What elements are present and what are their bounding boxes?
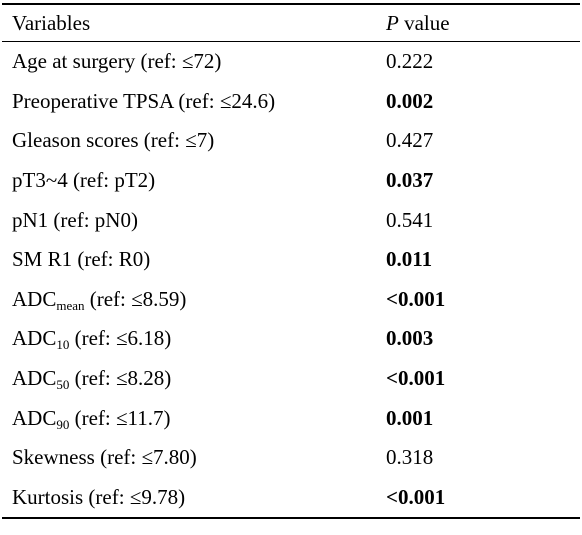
p-value-cell: <0.001: [386, 366, 446, 391]
p-value-cell: <0.001: [386, 484, 446, 509]
p-value-cell: <0.001: [386, 286, 446, 311]
variable-name: SM R1 (ref: R0): [12, 247, 151, 272]
variable-name: pN1 (ref: pN0): [12, 207, 138, 232]
variable-subscript: 50: [56, 377, 70, 393]
header-row: Variables P value: [2, 4, 580, 42]
variable-name: Preoperative TPSA (ref: ≤24.6): [12, 88, 276, 113]
table-row: Preoperative TPSA (ref: ≤24.6) 0.002: [2, 82, 580, 122]
variable-cell: ADC50 (ref: ≤8.28): [2, 359, 386, 399]
variable-reference: (ref: ≤8.59): [84, 286, 187, 311]
variable-reference: (ref: ≤6.18): [69, 326, 172, 351]
variable-name: Skewness (ref: ≤7.80): [12, 445, 197, 470]
header-variables: Variables: [12, 10, 91, 35]
header-value-word: value: [398, 10, 450, 35]
variable-cell: Age at surgery (ref: ≤72): [2, 42, 386, 82]
variable-subscript: 90: [56, 416, 70, 432]
variable-cell: ADC90 (ref: ≤11.7): [2, 398, 386, 438]
variable-name: ADC: [12, 326, 57, 351]
p-value-cell: 0.541: [386, 207, 434, 232]
table-row: pN1 (ref: pN0) 0.541: [2, 200, 580, 240]
table-row: ADC50 (ref: ≤8.28) <0.001: [2, 359, 580, 399]
variable-subscript: 10: [56, 337, 70, 353]
table-row: Kurtosis (ref: ≤9.78) <0.001: [2, 478, 580, 519]
results-table: Variables P value Age at surgery (ref: ≤…: [2, 3, 580, 519]
variable-cell: SM R1 (ref: R0): [2, 240, 386, 280]
variable-reference: (ref: ≤8.28): [69, 366, 172, 391]
variable-cell: Skewness (ref: ≤7.80): [2, 438, 386, 478]
table-row: Skewness (ref: ≤7.80) 0.318: [2, 438, 580, 478]
variable-cell: Gleason scores (ref: ≤7): [2, 121, 386, 161]
p-value-cell: 0.427: [386, 128, 434, 153]
table-row: ADCmean (ref: ≤8.59) <0.001: [2, 280, 580, 320]
table-body: Age at surgery (ref: ≤72) 0.222 Preoperati…: [2, 42, 580, 519]
variable-cell: Kurtosis (ref: ≤9.78): [2, 478, 386, 519]
table-row: pT3~4 (ref: pT2) 0.037: [2, 161, 580, 201]
variable-name: Age at surgery (ref: ≤72): [12, 49, 222, 74]
p-value-cell: 0.037: [386, 168, 434, 193]
table-row: Gleason scores (ref: ≤7) 0.427: [2, 121, 580, 161]
variable-cell: Preoperative TPSA (ref: ≤24.6): [2, 82, 386, 122]
p-value-cell: 0.002: [386, 88, 434, 113]
p-value-cell: 0.318: [386, 445, 434, 470]
p-value-cell: 0.001: [386, 405, 434, 430]
results-table-container: Variables P value Age at surgery (ref: ≤…: [2, 3, 580, 519]
variable-name: ADC: [12, 366, 57, 391]
table-row: Age at surgery (ref: ≤72) 0.222: [2, 42, 580, 82]
variable-cell: ADC10 (ref: ≤6.18): [2, 319, 386, 359]
variable-name: ADC: [12, 286, 57, 311]
variable-reference: (ref: ≤11.7): [69, 405, 171, 430]
variable-cell: pT3~4 (ref: pT2): [2, 161, 386, 201]
variable-name: Gleason scores (ref: ≤7): [12, 128, 215, 153]
variable-name: Kurtosis (ref: ≤9.78): [12, 484, 186, 509]
variable-name: ADC: [12, 405, 57, 430]
p-value-cell: 0.011: [386, 247, 433, 272]
table-row: SM R1 (ref: R0) 0.011: [2, 240, 580, 280]
table-header: Variables P value: [2, 4, 580, 42]
header-p-symbol: P: [386, 10, 399, 35]
p-value-cell: 0.222: [386, 49, 434, 74]
table-row: ADC90 (ref: ≤11.7) 0.001: [2, 398, 580, 438]
header-p-value: P value: [386, 4, 580, 42]
variable-name: pT3~4 (ref: pT2): [12, 168, 156, 193]
p-value-cell: 0.003: [386, 326, 434, 351]
variable-subscript: mean: [56, 297, 85, 313]
variable-cell: ADCmean (ref: ≤8.59): [2, 280, 386, 320]
table-row: ADC10 (ref: ≤6.18) 0.003: [2, 319, 580, 359]
variable-cell: pN1 (ref: pN0): [2, 200, 386, 240]
